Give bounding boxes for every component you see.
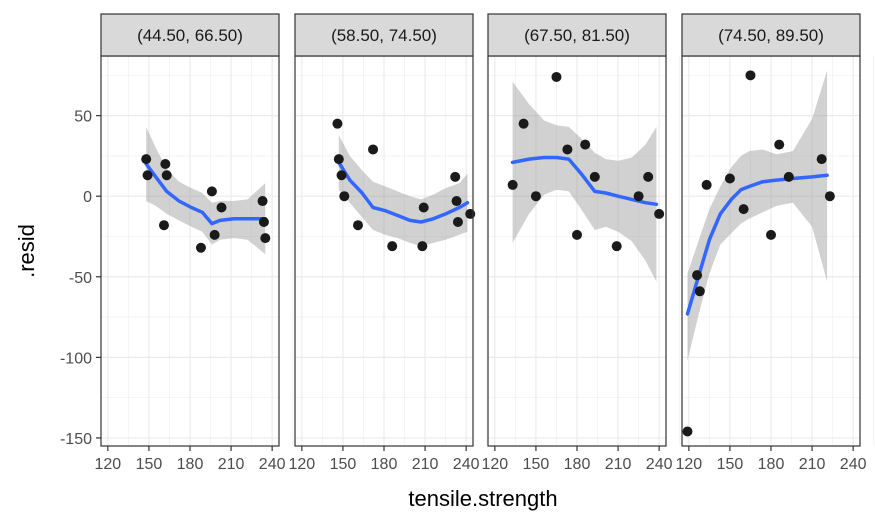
data-point bbox=[701, 179, 712, 190]
data-point bbox=[694, 286, 705, 297]
data-point bbox=[209, 229, 220, 240]
data-point bbox=[580, 139, 591, 150]
y-tick-label: 0 bbox=[83, 189, 92, 206]
smooth-line bbox=[510, 155, 659, 207]
data-point bbox=[507, 179, 518, 190]
data-point bbox=[643, 171, 654, 182]
confidence-band bbox=[146, 126, 266, 255]
data-point bbox=[589, 171, 600, 182]
data-point bbox=[333, 154, 344, 165]
facet-panel-1: (44.50, 66.50) 120 150 180 210 240 bbox=[94, 13, 294, 473]
strip-label: (67.50, 81.50) bbox=[524, 26, 630, 45]
data-point bbox=[368, 144, 379, 155]
strip-background bbox=[487, 13, 667, 57]
data-point bbox=[352, 220, 363, 231]
smooth-line bbox=[337, 160, 470, 224]
x-tick-label: 180 bbox=[758, 456, 785, 473]
data-point bbox=[766, 229, 776, 240]
data-point bbox=[816, 154, 827, 165]
x-tick-label: 150 bbox=[717, 456, 744, 473]
x-tick-label: 180 bbox=[564, 456, 591, 473]
data-point bbox=[161, 170, 172, 181]
data-point bbox=[774, 139, 785, 150]
data-point bbox=[417, 241, 428, 252]
y-tick-label: -150 bbox=[60, 431, 92, 448]
data-point bbox=[257, 196, 268, 207]
data-point bbox=[418, 202, 429, 213]
data-point bbox=[562, 144, 573, 155]
x-tick-label: 210 bbox=[605, 456, 632, 473]
data-point bbox=[465, 208, 476, 219]
x-tick-label: 240 bbox=[646, 456, 673, 473]
confidence-band bbox=[687, 70, 828, 361]
data-point bbox=[451, 196, 462, 207]
x-tick-label: 210 bbox=[218, 456, 245, 473]
data-point bbox=[206, 186, 217, 197]
strip-background bbox=[100, 13, 280, 57]
x-tick-label: 150 bbox=[136, 456, 163, 473]
facet-panel-3: (67.50, 81.50) 120 150 180 210 240 bbox=[481, 13, 681, 473]
data-point bbox=[141, 154, 152, 165]
data-point bbox=[551, 71, 562, 82]
data-point bbox=[633, 191, 644, 202]
data-point bbox=[783, 171, 794, 182]
y-axis-title: .resid bbox=[14, 224, 39, 278]
data-point bbox=[142, 170, 153, 181]
y-axis: -150 -100 -50 0 50 bbox=[60, 109, 101, 448]
data-point bbox=[260, 233, 271, 244]
confidence-band bbox=[512, 81, 657, 282]
data-point bbox=[216, 202, 227, 213]
facet-panel-2: (58.50, 74.50) 120 150 180 210 240 bbox=[288, 13, 488, 473]
data-point bbox=[692, 270, 703, 281]
strip-label: (74.50, 89.50) bbox=[718, 26, 824, 45]
x-tick-label: 240 bbox=[453, 456, 480, 473]
x-tick-label: 150 bbox=[330, 456, 357, 473]
data-point bbox=[258, 216, 269, 227]
strip-background bbox=[681, 13, 861, 57]
data-point bbox=[158, 220, 169, 231]
data-point bbox=[611, 241, 622, 252]
data-point bbox=[336, 170, 347, 181]
x-tick-label: 180 bbox=[371, 456, 398, 473]
smooth-line bbox=[685, 173, 829, 316]
x-tick-label: 210 bbox=[412, 456, 439, 473]
x-tick-label: 120 bbox=[675, 456, 702, 473]
x-tick-label: 210 bbox=[799, 456, 826, 473]
data-point bbox=[387, 241, 398, 252]
data-point bbox=[160, 158, 171, 169]
facet-panel-4: (74.50, 89.50) 120 150 180 210 240 bbox=[675, 13, 875, 473]
data-point bbox=[452, 216, 463, 227]
data-point bbox=[339, 191, 350, 202]
data-point bbox=[332, 118, 343, 129]
data-point bbox=[682, 426, 693, 437]
x-tick-label: 150 bbox=[523, 456, 550, 473]
strip-label: (58.50, 74.50) bbox=[331, 26, 437, 45]
strip-background bbox=[294, 13, 474, 57]
data-point bbox=[724, 173, 735, 184]
data-point bbox=[738, 204, 749, 215]
data-point bbox=[572, 229, 582, 240]
data-point bbox=[824, 191, 835, 202]
x-tick-label: 120 bbox=[288, 456, 315, 473]
strip-label: (44.50, 66.50) bbox=[137, 26, 243, 45]
x-tick-label: 180 bbox=[177, 456, 204, 473]
x-tick-label: 240 bbox=[840, 456, 867, 473]
y-tick-label: -100 bbox=[60, 350, 92, 367]
smooth-line bbox=[144, 162, 268, 226]
y-tick-label: 50 bbox=[74, 109, 92, 126]
data-point bbox=[195, 242, 206, 253]
x-axis-title: tensile.strength bbox=[408, 486, 557, 511]
y-tick-label: -50 bbox=[69, 270, 92, 287]
data-point bbox=[518, 118, 529, 129]
x-tick-label: 120 bbox=[481, 456, 508, 473]
data-point bbox=[530, 191, 541, 202]
x-tick-label: 240 bbox=[259, 456, 286, 473]
data-point bbox=[450, 171, 461, 182]
facet-panels: (44.50, 66.50)120 150 180 210 240(58.50, 74.… bbox=[94, 13, 875, 473]
data-point bbox=[745, 70, 756, 81]
data-point bbox=[654, 208, 665, 219]
x-tick-label: 120 bbox=[94, 456, 121, 473]
